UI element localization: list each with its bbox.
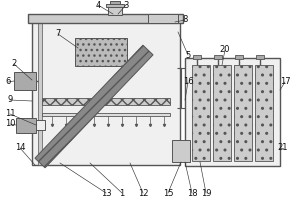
Bar bbox=[28, 14, 183, 23]
Bar bbox=[234, 65, 252, 161]
Bar bbox=[14, 72, 36, 90]
Polygon shape bbox=[35, 45, 153, 168]
Bar bbox=[185, 58, 280, 166]
Text: 8: 8 bbox=[182, 16, 188, 24]
Text: 3: 3 bbox=[123, 0, 129, 9]
Bar bbox=[172, 140, 190, 162]
Bar bbox=[108, 5, 122, 15]
Text: 19: 19 bbox=[201, 188, 211, 198]
Text: 7: 7 bbox=[55, 29, 61, 38]
Bar bbox=[42, 98, 170, 105]
Bar bbox=[235, 55, 243, 59]
Text: 18: 18 bbox=[187, 188, 197, 198]
Bar bbox=[16, 118, 36, 133]
Bar bbox=[214, 55, 222, 59]
Bar bbox=[32, 22, 180, 165]
Text: 5: 5 bbox=[185, 50, 190, 60]
Bar bbox=[36, 120, 45, 130]
Bar bbox=[42, 113, 170, 116]
Bar bbox=[192, 65, 210, 161]
Bar bbox=[148, 14, 178, 23]
Text: 13: 13 bbox=[101, 188, 111, 198]
Text: 9: 9 bbox=[8, 96, 13, 104]
Bar bbox=[255, 65, 273, 161]
Text: 10: 10 bbox=[5, 119, 15, 129]
Text: 17: 17 bbox=[280, 77, 290, 86]
Text: 15: 15 bbox=[163, 188, 173, 198]
Bar bbox=[213, 65, 231, 161]
Text: 1: 1 bbox=[119, 188, 124, 198]
Text: 20: 20 bbox=[220, 46, 230, 54]
Text: 6: 6 bbox=[5, 77, 11, 86]
Bar bbox=[38, 22, 42, 165]
Bar bbox=[256, 55, 264, 59]
Text: 11: 11 bbox=[5, 110, 15, 118]
Bar bbox=[106, 4, 124, 7]
Text: 14: 14 bbox=[15, 144, 25, 152]
Text: 12: 12 bbox=[138, 188, 148, 198]
Bar bbox=[75, 38, 127, 66]
Text: 16: 16 bbox=[183, 77, 193, 86]
Text: 2: 2 bbox=[11, 60, 16, 68]
Bar bbox=[110, 1, 120, 6]
Text: 21: 21 bbox=[278, 144, 288, 152]
Bar bbox=[193, 55, 201, 59]
Text: 4: 4 bbox=[95, 0, 101, 9]
